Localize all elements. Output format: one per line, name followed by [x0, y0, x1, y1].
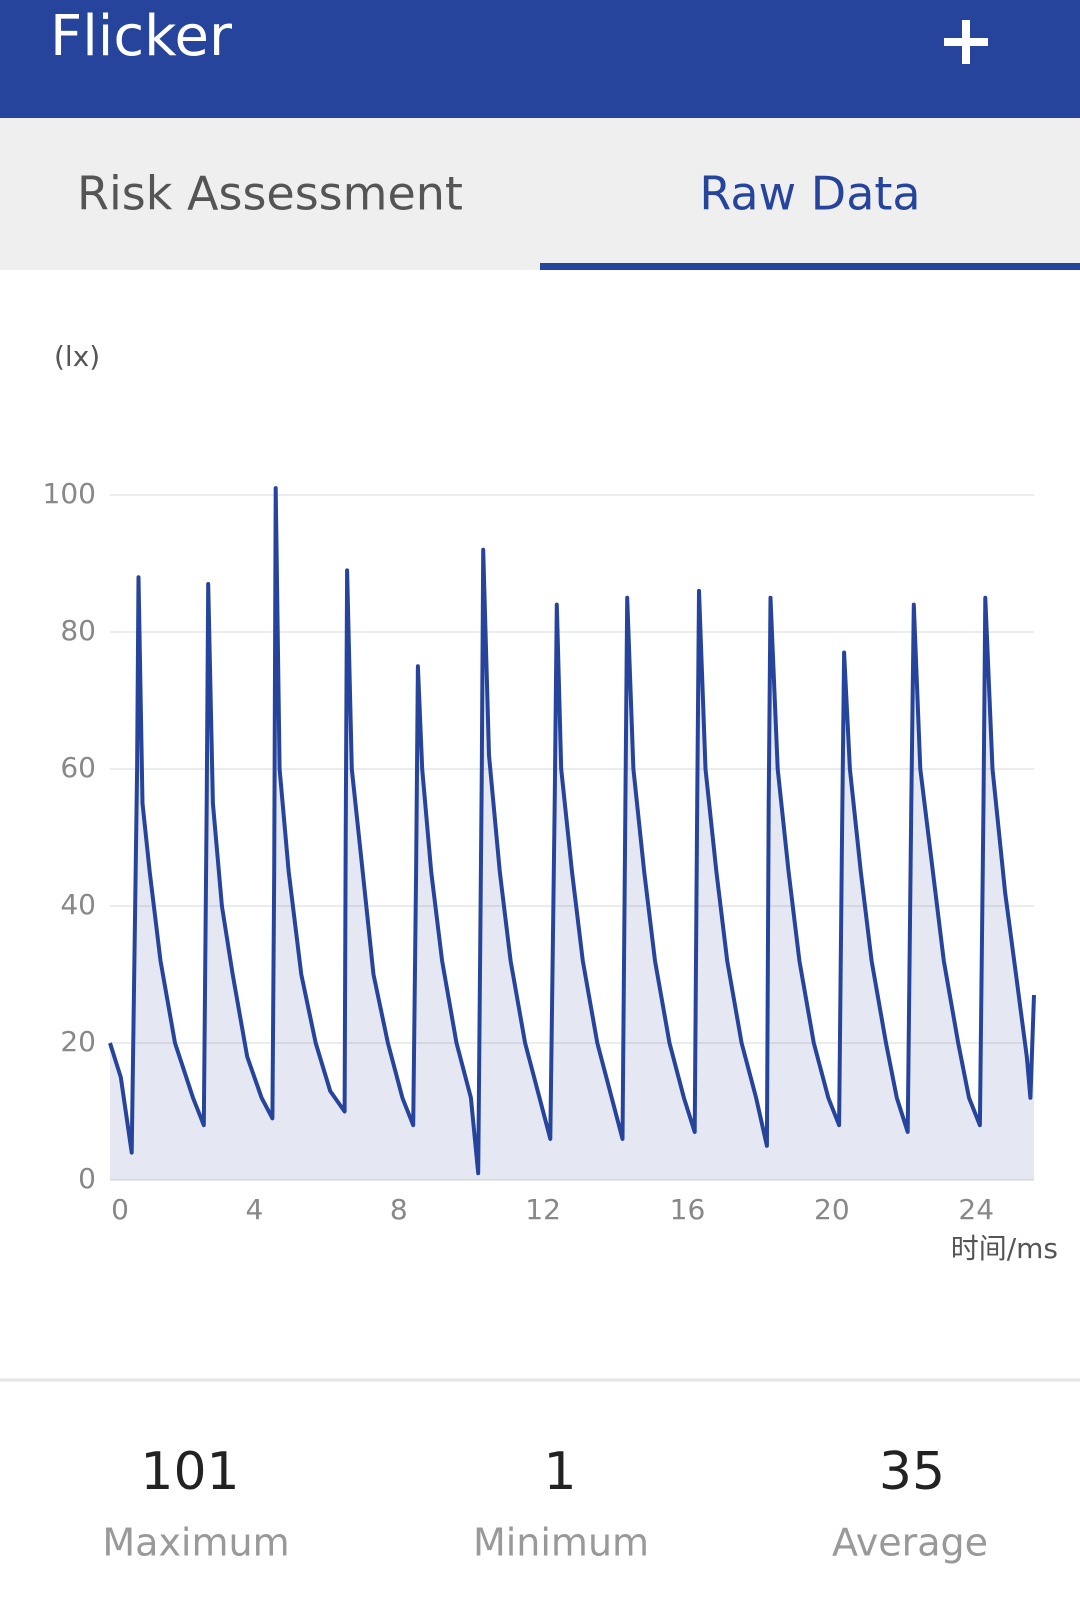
x-tick-label: 0 [111, 1193, 129, 1226]
tab-bar [0, 118, 1080, 270]
x-tick-label: 16 [670, 1193, 706, 1226]
x-tick-label: 12 [525, 1193, 561, 1226]
app-title: Flicker [50, 4, 233, 69]
line [108, 486, 1036, 1176]
y-tick-label: 100 [43, 477, 96, 510]
stat-value: 35 [879, 1442, 945, 1502]
y-tick-label: 40 [60, 888, 96, 921]
stat-value: 1 [543, 1442, 576, 1502]
x-tick-label: 24 [958, 1193, 994, 1226]
x-tick-label: 20 [814, 1193, 850, 1226]
y-tick-label: 20 [60, 1025, 96, 1058]
stat-value: 101 [140, 1442, 239, 1502]
x-tick-label: 4 [245, 1193, 263, 1226]
stat-label: Maximum [102, 1521, 289, 1565]
app-bar [0, 0, 1080, 118]
y-tick-label: 0 [78, 1162, 96, 1195]
y-axis-label: (lx) [54, 340, 100, 373]
y-tick-label: 60 [60, 751, 96, 784]
x-tick-label: 8 [390, 1193, 408, 1226]
area [110, 488, 1034, 1181]
add-button[interactable] [926, 2, 1006, 82]
stat-label: Average [832, 1521, 988, 1565]
stat-label: Minimum [473, 1521, 649, 1565]
plot: 0 20 40 60 80 100 0 4 8 12 16 20 24 [43, 477, 1036, 1226]
tab-indicator [540, 263, 1080, 270]
tab-label[interactable]: Risk Assessment [77, 167, 463, 221]
y-tick-label: 80 [60, 614, 96, 647]
x-axis-label: 时间/ms [951, 1232, 1058, 1265]
tab-label[interactable]: Raw Data [699, 167, 920, 221]
